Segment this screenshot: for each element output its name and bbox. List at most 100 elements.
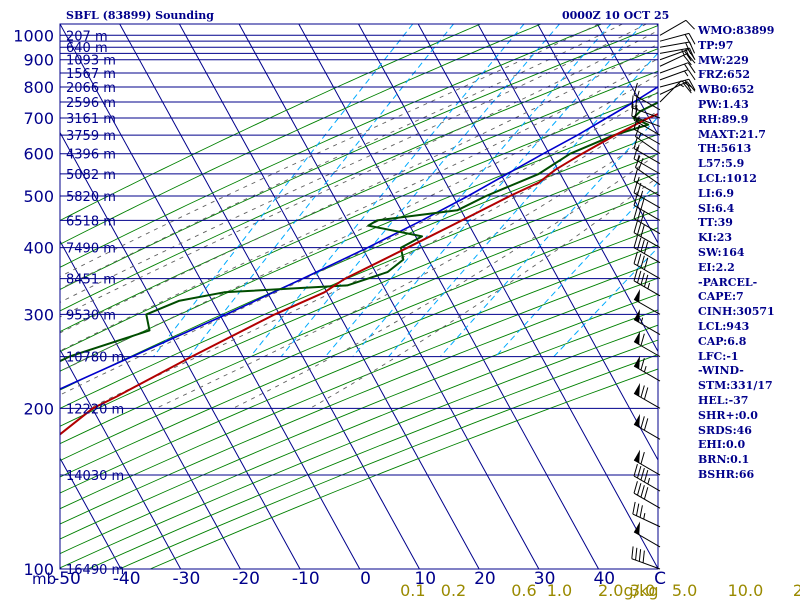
isotherm-line — [178, 24, 480, 569]
indices-panel: WMO:83899 TP:97 MW:229 FRZ:652 WB0:652 PW:1.4… — [698, 24, 775, 483]
mixing-ratio-unit-label: g/kg — [624, 581, 659, 600]
index-item: STM:331/17 — [698, 379, 773, 393]
mixing-ratio-label: 0.6 — [511, 581, 536, 600]
wind-barb-shaft — [659, 19, 687, 36]
wind-barb-feather — [633, 193, 638, 206]
wind-barb-shaft — [633, 180, 661, 197]
mixing-ratio-label: 3.0 — [630, 581, 655, 600]
wind-barb-feather — [638, 158, 644, 170]
wind-barb-feather — [637, 195, 642, 208]
wind-barb-shaft — [635, 136, 661, 155]
wind-barb-feather — [640, 224, 645, 237]
pressure-tick-label: 600 — [23, 145, 54, 164]
dry-adiabat-line — [60, 153, 658, 409]
isotherm-line — [60, 348, 182, 569]
wind-barb — [659, 69, 696, 81]
wind-barb — [633, 180, 661, 209]
wind-barb-feather — [634, 155, 641, 168]
wind-barb-flag — [634, 521, 641, 535]
height-label: 14030 m — [66, 469, 124, 484]
isotherm-line — [298, 24, 599, 569]
wind-barb-half-feather — [678, 83, 684, 88]
height-label: 6518 m — [66, 214, 116, 229]
height-label: 640 m — [66, 41, 108, 56]
wind-barb-feather — [637, 253, 642, 266]
wind-barb-feather — [643, 241, 649, 254]
wind-barb-feather — [640, 358, 645, 371]
height-label: 5082 m — [66, 168, 116, 183]
wind-barb-feather — [640, 239, 645, 252]
wind-barb-feather — [640, 451, 645, 465]
index-item: CINH:30571 — [698, 305, 775, 319]
wind-barb — [633, 108, 661, 136]
wind-barb-feather — [637, 270, 642, 283]
wind-barb — [633, 136, 661, 165]
index-item: LCL:943 — [698, 319, 750, 333]
height-label: 7490 m — [66, 242, 116, 257]
wind-barb — [633, 331, 661, 358]
dewpoint-profile — [60, 101, 658, 363]
mixing-ratio-line — [352, 24, 643, 357]
isotherm-line — [60, 240, 241, 569]
wind-barb-shaft — [631, 115, 661, 127]
wind-barb-feather — [633, 108, 638, 121]
wind-barb — [633, 481, 661, 509]
wind-barb-feather — [633, 268, 638, 281]
dry-adiabat-line — [60, 133, 658, 391]
wind-barb — [632, 501, 661, 528]
dry-adiabat-line — [60, 209, 658, 462]
wind-barb — [633, 251, 661, 280]
wind-barb-shaft — [633, 148, 661, 165]
wind-barb-feather — [640, 467, 645, 481]
dry-adiabat-line — [60, 261, 658, 510]
index-item: -PARCEL- — [698, 275, 758, 289]
wind-barb-feather — [638, 549, 642, 562]
wind-barb-flag — [634, 331, 641, 345]
height-label: 5820 m — [66, 190, 116, 205]
dry-adiabat-line — [60, 244, 658, 494]
wind-barb-shaft — [659, 53, 688, 67]
mixing-ratio-label: 2.0 — [598, 581, 623, 600]
wind-barb-half-feather — [637, 176, 640, 184]
wind-barb-feather — [639, 505, 643, 518]
temperature-tick-label: -20 — [232, 569, 260, 589]
wind-barb-shaft — [659, 47, 690, 54]
wind-barb-feather — [635, 503, 640, 516]
index-item: SI:6.4 — [698, 201, 735, 215]
chart-title: SBFL (83899) Sounding — [66, 9, 214, 22]
height-label: 3759 m — [66, 129, 116, 144]
moist-adiabat-line — [60, 43, 658, 334]
dry-adiabat-line — [60, 293, 658, 540]
wind-barb-shaft — [659, 32, 690, 42]
wind-barb-feather — [633, 251, 638, 264]
wind-barb-feather — [637, 208, 642, 221]
wind-barb-shaft — [659, 48, 689, 61]
wind-barb-half-feather — [684, 63, 689, 70]
wind-barb-shaft — [659, 80, 682, 103]
wind-barb-feather — [631, 546, 634, 559]
wind-barb-feather — [637, 237, 642, 250]
moist-adiabat-line — [60, 30, 658, 318]
index-item: TH:5613 — [698, 142, 752, 156]
wind-barb — [633, 288, 661, 315]
wind-barb-feather — [643, 257, 649, 270]
dry-adiabat-line — [60, 48, 658, 312]
pressure-tick-label: 1000 — [13, 26, 54, 45]
dry-adiabat-line — [60, 227, 658, 478]
dry-adiabat-line — [60, 24, 481, 221]
index-item: WMO:83899 — [698, 24, 775, 37]
temperature-tick-label: -50 — [53, 569, 81, 589]
wind-barb-shaft — [633, 119, 661, 136]
wind-barb-shaft — [633, 263, 661, 280]
index-item: SRDS:46 — [698, 423, 752, 437]
plot-frame — [59, 23, 659, 570]
height-label: 1093 m — [66, 54, 116, 69]
wind-barb-feather — [640, 385, 645, 398]
dry-adiabat-line — [60, 92, 658, 353]
dry-adiabat-line — [60, 324, 658, 569]
index-item: CAPE:7 — [698, 290, 744, 304]
index-item: CAP:6.8 — [698, 334, 747, 348]
index-item: HEL:-37 — [698, 393, 749, 407]
